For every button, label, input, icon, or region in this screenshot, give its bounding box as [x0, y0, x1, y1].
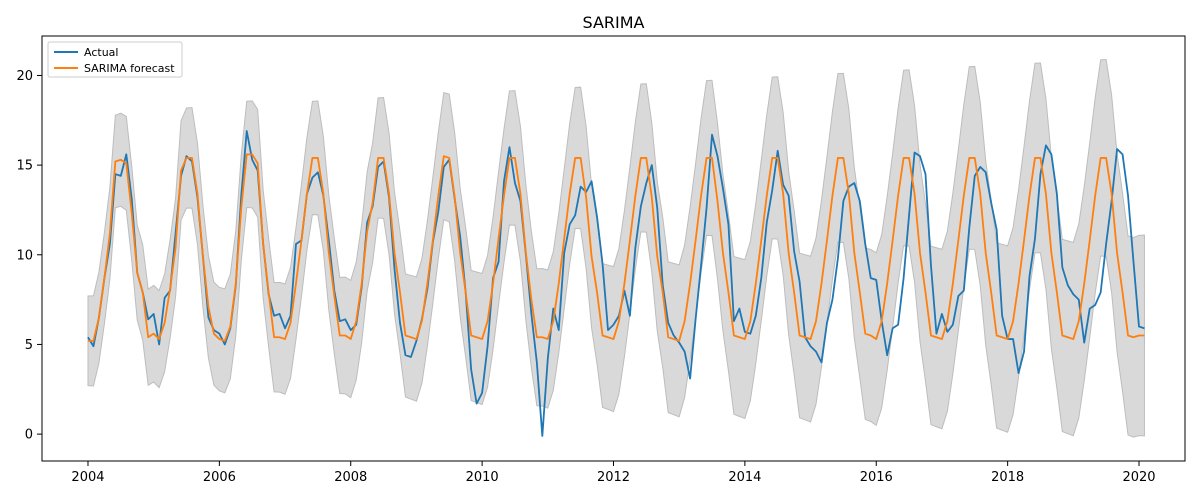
- x-axis: 2004 2006 2008 2010 2012 2014 2016 2018 2020: [71, 461, 1156, 485]
- x-tick-label: 2004: [71, 470, 104, 485]
- x-tick-label: 2006: [203, 470, 236, 485]
- confidence-band: [87, 59, 1145, 438]
- x-tick-label: 2008: [334, 470, 367, 485]
- sarima-forecast-series-line: [87, 153, 1145, 342]
- y-tick-label: 5: [25, 338, 33, 353]
- x-tick-label: 2014: [728, 470, 761, 485]
- y-tick-label: 10: [16, 248, 33, 263]
- y-tick-label: 15: [16, 159, 33, 174]
- legend-box: [47, 41, 183, 78]
- series-layer: [87, 130, 1145, 437]
- legend: Actual SARIMA forecast: [47, 41, 183, 78]
- y-tick-label: 20: [16, 69, 33, 84]
- x-tick-label: 2016: [860, 470, 893, 485]
- x-tick-label: 2018: [991, 470, 1024, 485]
- x-tick-label: 2020: [1122, 470, 1155, 485]
- legend-label-actual: Actual: [84, 46, 118, 59]
- x-tick-label: 2012: [597, 470, 630, 485]
- y-axis: 0 5 10 15 20: [16, 69, 42, 443]
- x-tick-label: 2010: [466, 470, 499, 485]
- legend-label-sarima-forecast: SARIMA forecast: [84, 62, 175, 75]
- y-tick-label: 0: [25, 428, 33, 443]
- chart-title: SARIMA: [583, 13, 645, 32]
- confidence-band-layer: [87, 59, 1145, 438]
